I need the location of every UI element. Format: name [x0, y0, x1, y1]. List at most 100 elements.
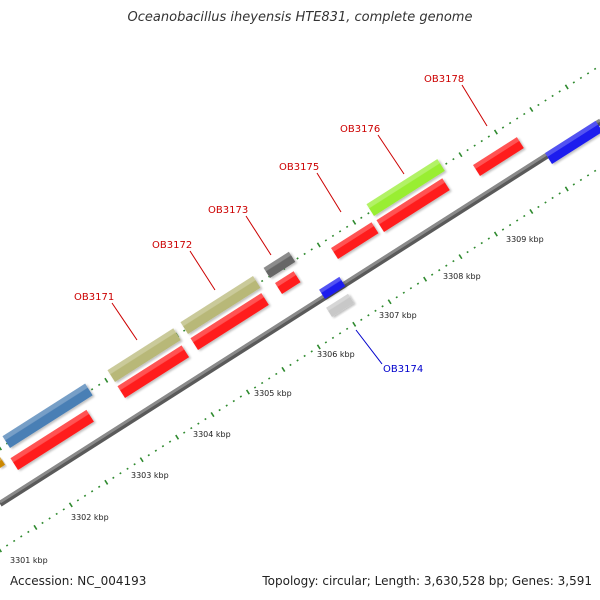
tick-mark — [529, 106, 534, 113]
kbp-label: 3306 kbp — [317, 350, 355, 359]
tick-mark — [523, 214, 526, 218]
tick-mark — [352, 321, 357, 327]
tick-mark — [445, 162, 448, 165]
tick-mark — [55, 512, 58, 516]
gene-bar[interactable] — [180, 275, 261, 334]
tick-mark — [260, 381, 264, 385]
tick-mark — [5, 442, 9, 445]
tick-mark — [245, 389, 250, 395]
gene-bar-highlight — [331, 222, 374, 252]
gene-bar[interactable] — [117, 345, 190, 398]
tick-mark — [352, 219, 357, 225]
label-leader-line — [355, 329, 383, 365]
tick-mark — [438, 269, 441, 272]
tick-mark — [260, 279, 264, 283]
tick-mark — [345, 225, 349, 229]
gene-bar[interactable] — [263, 251, 296, 278]
gene-bar[interactable] — [10, 409, 94, 470]
gene-label[interactable]: OB3178 — [424, 74, 464, 85]
gene-bar-highlight — [545, 120, 599, 157]
tick-mark — [331, 234, 335, 238]
gene-bar[interactable] — [0, 457, 6, 468]
tick-mark — [324, 341, 328, 344]
tick-mark — [423, 276, 428, 282]
tick-mark — [544, 99, 547, 102]
gene-bar-highlight — [0, 457, 2, 464]
tick-mark — [544, 201, 547, 204]
tick-mark — [104, 479, 109, 485]
tick-mark — [480, 241, 483, 245]
tick-mark — [296, 257, 299, 260]
gene-bar[interactable] — [376, 178, 450, 232]
tick-mark — [564, 186, 569, 192]
genome-title: Oceanobacillus iheyensis HTE831, complet… — [127, 10, 473, 25]
label-leaders — [111, 84, 488, 365]
tick-mark — [529, 208, 534, 215]
gene-bar[interactable] — [319, 276, 346, 299]
gene-bar[interactable] — [326, 293, 354, 317]
tick-mark — [508, 121, 512, 125]
tick-mark — [20, 535, 23, 538]
label-leader-line — [245, 215, 272, 256]
gene-bar-body — [10, 409, 94, 470]
tick-mark — [303, 354, 306, 358]
tick-mark — [430, 273, 434, 276]
gene-bar-body — [263, 251, 296, 278]
tick-mark — [487, 237, 491, 240]
gene-bar-highlight — [10, 409, 90, 463]
gene-bar[interactable] — [331, 222, 379, 259]
tick-mark — [338, 230, 342, 233]
gene-label[interactable]: OB3175 — [279, 162, 319, 173]
tick-mark — [493, 231, 498, 237]
kbp-label: 3304 kbp — [193, 430, 231, 439]
tick-mark — [572, 183, 576, 186]
tick-mark — [90, 388, 94, 391]
tick-mark — [316, 344, 321, 350]
gene-bar[interactable] — [275, 271, 301, 294]
tick-mark — [281, 366, 286, 373]
tick-mark — [41, 521, 44, 525]
tick-mark — [367, 212, 370, 215]
gene-label[interactable]: OB3174 — [383, 364, 423, 375]
tick-mark — [493, 129, 498, 135]
tick-mark — [190, 426, 193, 430]
tick-mark — [466, 148, 469, 152]
gene-label[interactable]: OB3172 — [152, 240, 192, 251]
gene-bar[interactable] — [366, 159, 445, 216]
tick-mark — [579, 178, 583, 182]
tick-mark — [232, 399, 235, 403]
gene-bar-highlight — [2, 383, 88, 441]
tick-mark — [33, 524, 38, 530]
tick-mark — [579, 76, 583, 80]
coordinate-labels: 3301 kbp 3302 kbp 3303 kbp 3304 kbp 3305 kbp… — [10, 235, 544, 565]
tick-mark — [183, 431, 186, 434]
gene-bar-highlight — [326, 293, 351, 311]
tick-mark — [5, 544, 9, 547]
gene-label[interactable]: OB3176 — [340, 124, 380, 135]
tick-mark — [402, 291, 406, 294]
tick-mark — [175, 434, 180, 440]
tick-mark — [68, 502, 73, 508]
gene-bar[interactable] — [545, 120, 600, 164]
tick-mark — [409, 287, 413, 290]
tick-mark — [331, 336, 335, 340]
tick-mark — [268, 377, 271, 380]
tick-mark — [12, 539, 16, 543]
tick-mark — [104, 377, 109, 383]
genome-line — [0, 118, 600, 504]
gene-label[interactable]: OB3173 — [208, 205, 248, 216]
gene-bar[interactable] — [473, 137, 524, 176]
tick-mark — [452, 157, 455, 161]
tick-mark — [310, 350, 313, 353]
tick-mark — [0, 548, 3, 553]
tick-mark — [508, 223, 512, 227]
tick-mark — [480, 139, 483, 143]
tick-mark — [275, 372, 278, 376]
gene-bar[interactable] — [190, 293, 269, 350]
gene-bar-body — [107, 328, 181, 382]
gene-bar[interactable] — [2, 383, 93, 448]
gene-bar-body — [275, 271, 301, 294]
genome-backbone — [0, 118, 600, 507]
gene-bar[interactable] — [107, 328, 181, 382]
gene-label[interactable]: OB3171 — [74, 292, 114, 303]
